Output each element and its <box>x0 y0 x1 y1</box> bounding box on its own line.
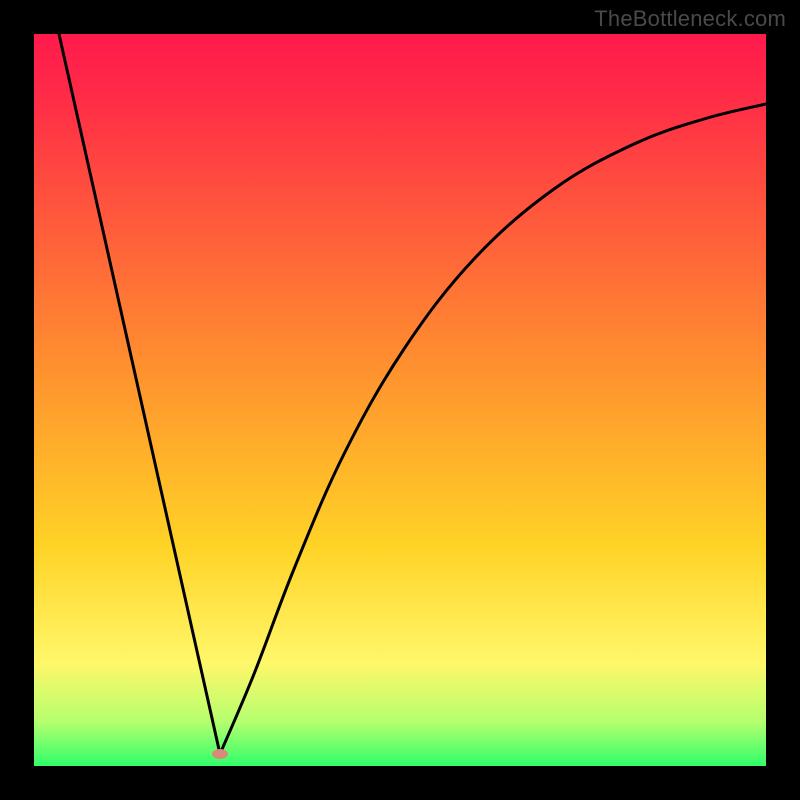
watermark-text: TheBottleneck.com <box>594 6 786 32</box>
curve-path <box>59 34 766 754</box>
minimum-marker <box>212 749 228 759</box>
bottleneck-curve <box>34 34 766 766</box>
chart-frame <box>34 34 766 766</box>
